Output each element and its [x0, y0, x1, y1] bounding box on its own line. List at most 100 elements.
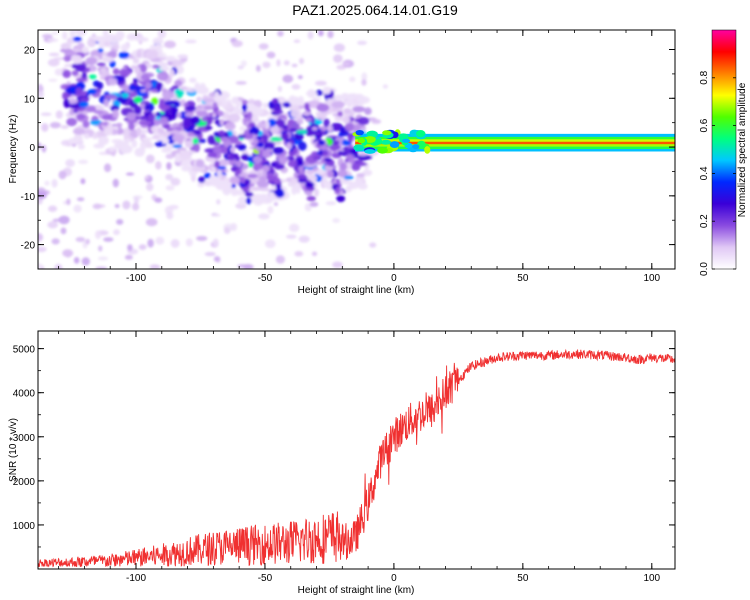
- spectrogram-streak-blob: [311, 126, 318, 131]
- spectrogram-noise-blob: [54, 68, 64, 76]
- snr-y-tick-label: 4000: [13, 389, 36, 400]
- spectrogram-noise-blob: [327, 30, 334, 39]
- carrier-stripe: [355, 148, 675, 152]
- spectrogram-band-blob: [346, 154, 355, 160]
- spectrogram-streak-blob: [236, 160, 243, 168]
- spectrogram-band-blob: [119, 98, 126, 105]
- spectrogram-noise-blob: [48, 205, 58, 212]
- spectrogram-streak-blob: [272, 104, 282, 112]
- spectrogram-band-blob: [247, 173, 258, 179]
- spectrogram-noise-blob: [51, 31, 59, 36]
- spectrogram-band-blob: [258, 187, 271, 192]
- spectrogram-noise-blob: [283, 60, 290, 66]
- spectrogram-noise-blob: [40, 112, 52, 116]
- spectrogram-band-blob: [70, 54, 82, 62]
- spectrogram-band-blob: [122, 132, 130, 138]
- spectrogram-noise-blob: [275, 255, 285, 264]
- spectrogram-band-blob: [158, 62, 168, 68]
- spectrogram-band-blob: [250, 114, 259, 122]
- spectrogram-noise-blob: [294, 251, 304, 257]
- spectrogram-noise-blob: [168, 204, 179, 210]
- spectrogram-band-blob: [227, 113, 241, 123]
- spectrogram-band-blob: [347, 133, 354, 144]
- spectrogram-noise-blob: [276, 59, 281, 67]
- carrier-stripe: [355, 136, 675, 140]
- spectrogram-noise-blob: [309, 201, 319, 207]
- colorbar-frame: [711, 29, 737, 270]
- spectrogram-noise-blob: [311, 251, 318, 256]
- spectrogram-band-blob: [305, 169, 315, 175]
- spectrogram-noise-blob: [38, 233, 44, 242]
- spectrogram-band-blob: [175, 65, 184, 75]
- spectrogram-band-blob: [108, 77, 118, 86]
- spectrogram-y-tick-label: -20: [21, 241, 36, 252]
- colorbar-tick-label: 0.4: [699, 166, 710, 180]
- spectrogram-band-blob: [140, 102, 146, 109]
- spectrogram-band-blob: [77, 42, 85, 49]
- spectrogram-noise-blob: [38, 263, 43, 269]
- spectrogram-streak-blob: [240, 176, 246, 184]
- spectrogram-noise-blob: [240, 60, 247, 67]
- spectrogram-noise-blob: [264, 239, 276, 249]
- spectrogram-band-blob: [328, 143, 341, 151]
- carrier-stripe: [355, 133, 675, 137]
- spectrogram-band-blob: [69, 30, 76, 38]
- spectrogram-band-blob: [237, 134, 246, 139]
- spectrogram-band-blob: [321, 176, 327, 184]
- spectrogram-band-blob: [356, 173, 365, 178]
- snr-y-tick-label: 1000: [13, 521, 36, 532]
- spectrogram-noise-blob: [293, 39, 301, 43]
- spectrogram-band-blob: [201, 117, 208, 122]
- spectrogram-band-blob: [205, 125, 213, 131]
- colorbar-tick-label: 0.2: [699, 214, 710, 228]
- spectrogram-band-blob: [100, 67, 108, 73]
- spectrogram-band-blob: [231, 96, 239, 105]
- spectrogram-band-blob: [75, 87, 83, 95]
- spectrogram-noise-blob: [94, 230, 102, 240]
- spectrogram-band-blob: [357, 154, 370, 161]
- spectrogram-band-blob: [217, 94, 226, 102]
- spectrogram-band-blob: [212, 147, 222, 154]
- spectrogram-streak-blob: [281, 132, 289, 141]
- spectrogram-band-blob: [266, 142, 274, 148]
- spectrogram-streak-blob: [227, 155, 237, 161]
- spectrogram-band-blob: [229, 176, 240, 185]
- spectrogram-noise-blob: [112, 178, 119, 188]
- spectrogram-noise-blob: [170, 239, 180, 248]
- spectrogram-streak-blob: [241, 99, 248, 105]
- spectrogram-band-blob: [348, 144, 354, 149]
- spectrogram-band-blob: [151, 64, 161, 69]
- spectrogram-noise-blob: [95, 266, 108, 269]
- spectrogram-noise-blob: [204, 251, 216, 257]
- spectrogram-band-blob: [88, 74, 97, 80]
- spectrogram-band-blob: [85, 56, 98, 66]
- spectrogram-band-blob: [93, 110, 104, 115]
- spectrogram-band-blob: [309, 100, 319, 109]
- spectrogram-streak-blob: [256, 135, 262, 141]
- spectrogram-noise-blob: [357, 40, 367, 45]
- spectrogram-streak-blob: [306, 195, 316, 202]
- spectrogram-noise-blob: [98, 245, 103, 252]
- spectrogram-band-blob: [289, 128, 297, 133]
- spectrogram-band-blob: [308, 91, 318, 96]
- spectrogram-band-blob: [287, 159, 300, 168]
- spectrogram-band-blob: [151, 97, 159, 105]
- spectrogram-streak-blob: [297, 178, 307, 183]
- spectrogram-noise-blob: [333, 43, 345, 52]
- snr-x-tick-label: -100: [126, 573, 146, 584]
- spectrogram-noise-blob: [138, 244, 147, 251]
- spectrogram-band-blob: [189, 77, 197, 83]
- spectrogram-band-blob: [197, 86, 209, 95]
- spectrogram-streak-blob: [269, 166, 274, 171]
- spectrogram-band-blob: [63, 98, 70, 108]
- spectrogram-band-blob: [161, 88, 168, 93]
- spectrogram-band-blob: [72, 127, 85, 135]
- spectrogram-band-blob: [207, 152, 218, 158]
- spectrogram-noise-blob: [47, 38, 59, 42]
- spectrogram-noise-blob: [49, 121, 61, 129]
- spectrogram-band-blob: [312, 96, 322, 101]
- spectrogram-streak-blob: [297, 174, 308, 180]
- spectrogram-noise-blob: [145, 218, 158, 227]
- spectrogram-noise-blob: [132, 202, 140, 211]
- spectrogram-streak-blob: [339, 189, 344, 195]
